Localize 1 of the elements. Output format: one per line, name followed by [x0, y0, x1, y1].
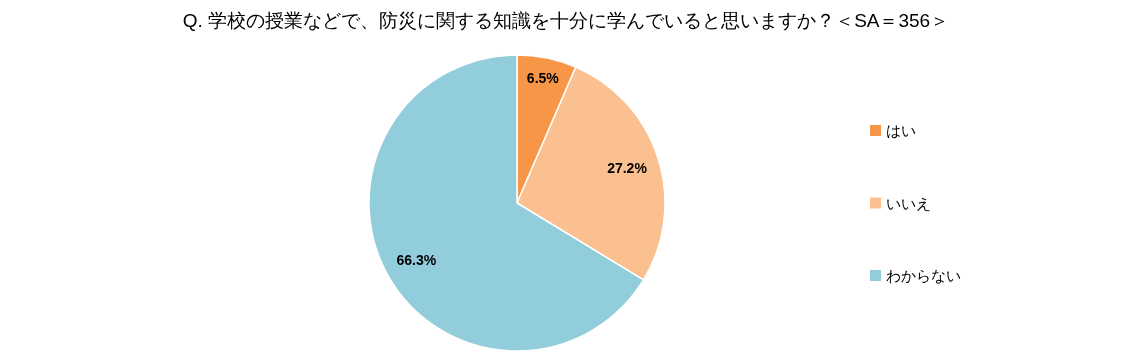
title: Q. 学校の授業などで、防災に関する知識を十分に学んでいると思いますか？＜SA＝356＞ — [182, 10, 950, 31]
